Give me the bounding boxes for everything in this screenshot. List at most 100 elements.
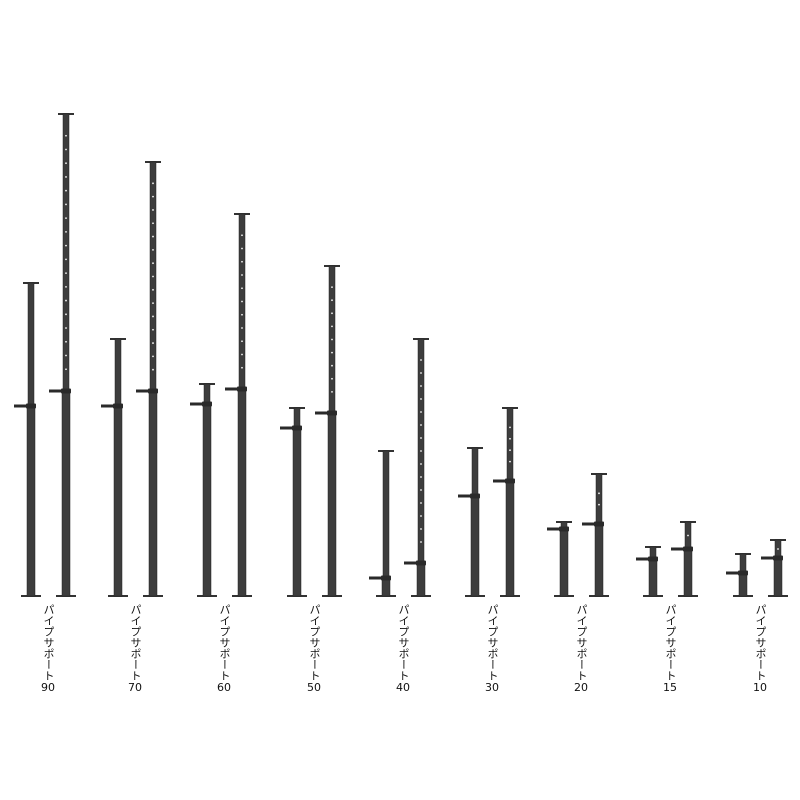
adjust-hole	[509, 426, 511, 429]
pipe-support-max	[404, 338, 431, 597]
adjust-hole	[152, 355, 154, 358]
lever-handle	[14, 404, 36, 408]
product-label: パイプサポート 10	[750, 604, 770, 694]
lever-handle	[671, 547, 693, 551]
adjust-hole	[65, 258, 67, 261]
pipe-support-max	[671, 521, 698, 597]
pipe-support-max	[225, 213, 252, 597]
adjust-hole	[65, 148, 67, 151]
lever-collar	[148, 388, 158, 394]
adjust-hole	[420, 424, 422, 426]
product-size: 30	[485, 681, 499, 694]
adjust-hole	[331, 377, 333, 380]
lever-handle	[315, 411, 337, 415]
adjust-hole	[420, 372, 422, 374]
adjust-hole	[331, 391, 333, 393]
adjust-hole	[241, 274, 243, 276]
outer-tube	[381, 577, 391, 597]
adjust-hole	[65, 162, 67, 165]
pipe-support-max	[493, 407, 520, 597]
lever-collar	[26, 403, 36, 409]
adjust-hole	[65, 176, 67, 178]
adjust-hole	[65, 203, 67, 206]
lever-handle	[280, 426, 302, 430]
adjust-hole	[687, 534, 689, 537]
outer-tube	[773, 557, 783, 597]
lever-handle	[404, 561, 426, 565]
pipe-support-min	[101, 338, 128, 597]
product-name: パイプサポート	[308, 604, 321, 681]
adjust-hole	[598, 503, 600, 506]
lever-collar	[202, 401, 212, 407]
lever-handle	[101, 404, 123, 408]
pipe-support-min	[458, 447, 485, 597]
lever-handle	[458, 494, 480, 498]
adjust-hole	[331, 338, 333, 341]
pipe-support-min	[369, 450, 396, 597]
lever-handle	[761, 556, 783, 560]
lever-handle	[636, 557, 658, 561]
product-label: パイプサポート 30	[482, 604, 502, 694]
pipe-support-min	[636, 546, 663, 597]
adjust-hole	[65, 313, 67, 316]
adjust-hole	[65, 368, 67, 371]
product-label: パイプサポート 50	[304, 604, 324, 694]
adjust-hole	[152, 235, 154, 238]
product-label: パイプサポート 15	[660, 604, 680, 694]
adjust-hole	[420, 385, 422, 387]
lever-collar	[470, 493, 480, 499]
lever-handle	[547, 527, 569, 531]
outer-tube	[327, 412, 337, 597]
adjust-hole	[65, 299, 67, 302]
adjust-hole	[777, 548, 779, 550]
adjust-hole	[420, 411, 422, 413]
product-label: パイプサポート 70	[125, 604, 145, 694]
outer-tube	[738, 572, 748, 597]
outer-tube	[559, 528, 569, 597]
adjust-hole	[420, 528, 422, 530]
lever-handle	[190, 402, 212, 406]
outer-tube	[61, 390, 71, 597]
product-group	[726, 539, 788, 597]
adjust-hole	[152, 182, 154, 185]
inner-tube	[203, 383, 211, 405]
pipe-support-max	[582, 473, 609, 597]
lever-collar	[683, 546, 693, 552]
outer-tube	[113, 405, 123, 597]
product-group	[369, 338, 431, 597]
lever-handle	[225, 387, 247, 391]
pipe-support-min	[547, 521, 574, 597]
lever-collar	[327, 410, 337, 416]
product-size: 50	[307, 681, 321, 694]
outer-tube	[148, 390, 158, 597]
product-size: 10	[753, 681, 767, 694]
lever-collar	[594, 521, 604, 527]
adjust-hole	[65, 244, 67, 247]
product-group	[458, 407, 520, 597]
adjust-hole	[241, 300, 243, 303]
inner-tube	[471, 447, 479, 497]
lever-collar	[381, 575, 391, 581]
inner-tube	[27, 282, 35, 407]
lever-collar	[559, 526, 569, 532]
adjust-hole	[331, 286, 333, 288]
lever-collar	[505, 478, 515, 484]
adjust-hole	[65, 189, 67, 192]
adjust-hole	[598, 492, 600, 495]
lever-handle	[493, 479, 515, 483]
inner-tube	[293, 407, 301, 429]
inner-tube	[62, 113, 70, 392]
adjust-hole	[420, 463, 422, 465]
product-label: パイプサポート 40	[393, 604, 413, 694]
inner-tube	[382, 450, 390, 579]
adjust-hole	[65, 217, 67, 220]
product-name: パイプサポート	[664, 604, 677, 681]
adjust-hole	[420, 541, 422, 543]
adjust-hole	[241, 327, 243, 329]
product-name: パイプサポート	[486, 604, 499, 681]
adjust-hole	[152, 368, 154, 371]
product-size: 90	[41, 681, 55, 694]
pipe-support-min	[280, 407, 307, 597]
lever-collar	[237, 386, 247, 392]
